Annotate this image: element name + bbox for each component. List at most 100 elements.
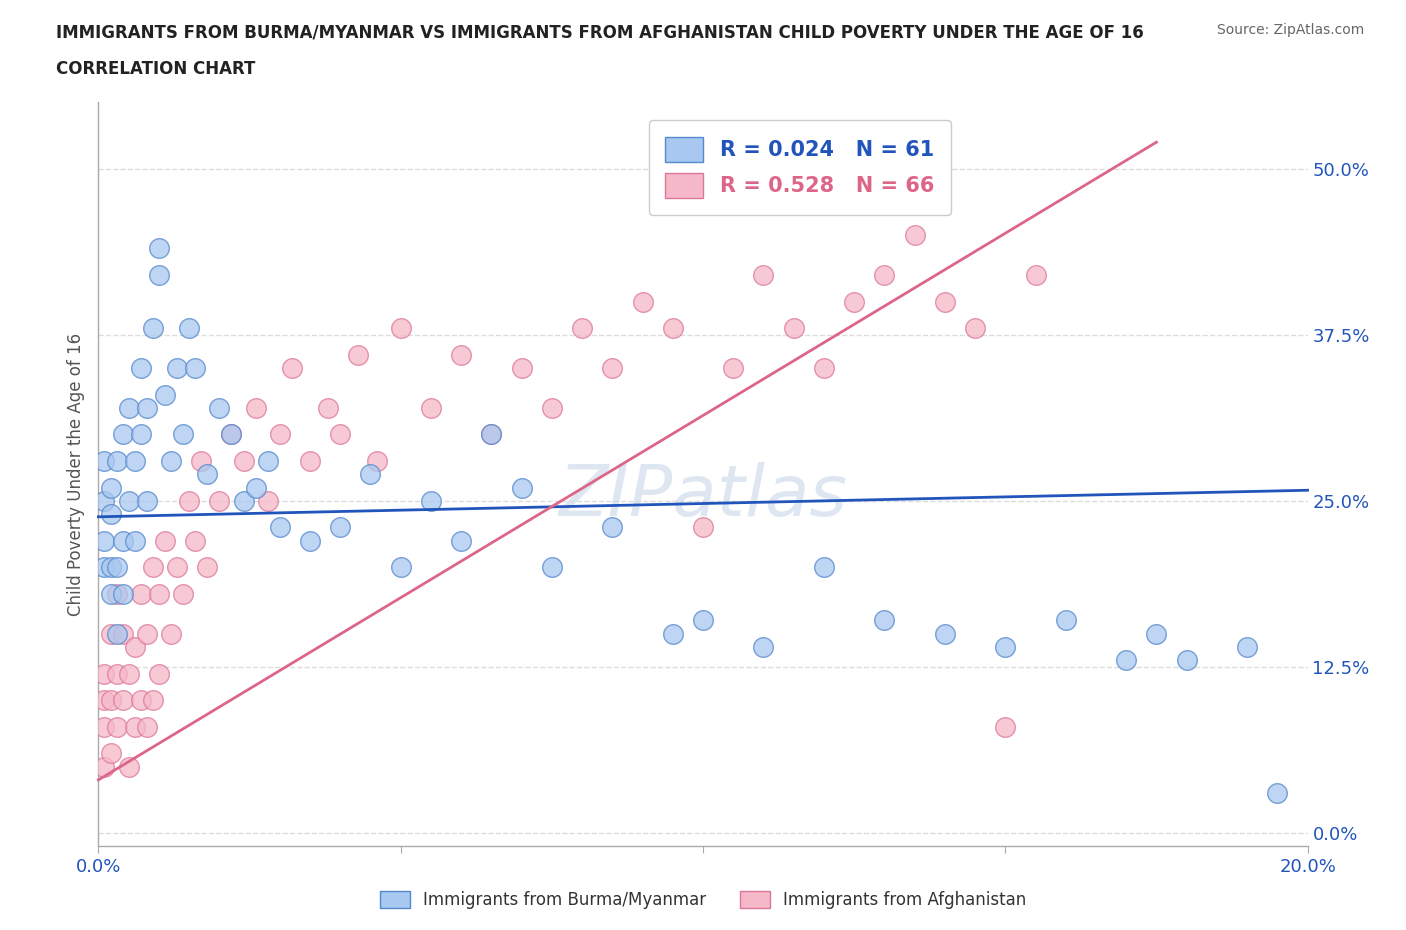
Point <box>602 361 624 376</box>
Point <box>179 494 201 509</box>
Point <box>111 626 134 641</box>
Point <box>221 427 243 442</box>
Point <box>142 321 165 336</box>
Point <box>129 693 152 708</box>
Point <box>692 613 714 628</box>
Point <box>153 387 176 402</box>
Point <box>93 454 115 469</box>
Point <box>184 361 207 376</box>
Point <box>366 454 388 469</box>
Y-axis label: Child Poverty Under the Age of 16: Child Poverty Under the Age of 16 <box>66 333 84 616</box>
Point <box>1175 653 1198 668</box>
Text: ZIPatlas: ZIPatlas <box>558 462 848 531</box>
Point <box>1054 613 1077 628</box>
Point <box>118 666 141 681</box>
Point <box>105 560 128 575</box>
Point <box>100 480 122 495</box>
Point <box>481 427 503 442</box>
Point <box>813 560 835 575</box>
Point <box>540 401 562 416</box>
Point <box>160 626 183 641</box>
Point <box>692 520 714 535</box>
Point <box>481 427 503 442</box>
Point <box>994 640 1017 655</box>
Point <box>245 480 267 495</box>
Point <box>256 454 278 469</box>
Point <box>873 268 896 283</box>
Legend: R = 0.024   N = 61, R = 0.528   N = 66: R = 0.024 N = 61, R = 0.528 N = 66 <box>648 120 950 215</box>
Point <box>148 666 170 681</box>
Point <box>172 427 194 442</box>
Point <box>389 560 412 575</box>
Point <box>111 587 134 602</box>
Point <box>281 361 304 376</box>
Point <box>166 560 188 575</box>
Point <box>661 626 683 641</box>
Point <box>105 626 128 641</box>
Point <box>105 454 128 469</box>
Point <box>389 321 412 336</box>
Point <box>153 533 176 548</box>
Point <box>100 507 122 522</box>
Point <box>111 427 134 442</box>
Point <box>602 520 624 535</box>
Point <box>813 361 835 376</box>
Point <box>360 467 382 482</box>
Point <box>208 494 231 509</box>
Point <box>994 719 1017 734</box>
Point <box>1115 653 1137 668</box>
Point <box>100 626 122 641</box>
Point <box>142 560 165 575</box>
Point <box>105 587 128 602</box>
Point <box>232 454 254 469</box>
Point <box>269 520 291 535</box>
Point <box>934 626 956 641</box>
Point <box>148 587 170 602</box>
Point <box>269 427 291 442</box>
Text: Source: ZipAtlas.com: Source: ZipAtlas.com <box>1216 23 1364 37</box>
Point <box>100 693 122 708</box>
Point <box>124 719 146 734</box>
Point <box>93 693 115 708</box>
Point <box>208 401 231 416</box>
Point <box>129 361 152 376</box>
Point <box>124 454 146 469</box>
Point <box>299 533 322 548</box>
Point <box>135 494 157 509</box>
Point <box>723 361 745 376</box>
Point <box>93 719 115 734</box>
Point <box>1267 786 1289 801</box>
Point <box>510 480 533 495</box>
Point <box>105 719 128 734</box>
Point <box>450 533 472 548</box>
Point <box>160 454 183 469</box>
Text: IMMIGRANTS FROM BURMA/MYANMAR VS IMMIGRANTS FROM AFGHANISTAN CHILD POVERTY UNDER: IMMIGRANTS FROM BURMA/MYANMAR VS IMMIGRA… <box>56 23 1144 41</box>
Point <box>135 626 157 641</box>
Point <box>420 401 443 416</box>
Point <box>256 494 278 509</box>
Point <box>100 746 122 761</box>
Point <box>166 361 188 376</box>
Point <box>631 294 654 309</box>
Point <box>783 321 806 336</box>
Point <box>934 294 956 309</box>
Point <box>540 560 562 575</box>
Point <box>111 533 134 548</box>
Point <box>135 401 157 416</box>
Point <box>221 427 243 442</box>
Point <box>93 666 115 681</box>
Point <box>111 693 134 708</box>
Point <box>100 587 122 602</box>
Point <box>142 693 165 708</box>
Point <box>752 640 775 655</box>
Point <box>245 401 267 416</box>
Point <box>752 268 775 283</box>
Point <box>232 494 254 509</box>
Point <box>148 241 170 256</box>
Point <box>100 560 122 575</box>
Point <box>571 321 593 336</box>
Point <box>93 533 115 548</box>
Point <box>118 401 141 416</box>
Point <box>299 454 322 469</box>
Point <box>873 613 896 628</box>
